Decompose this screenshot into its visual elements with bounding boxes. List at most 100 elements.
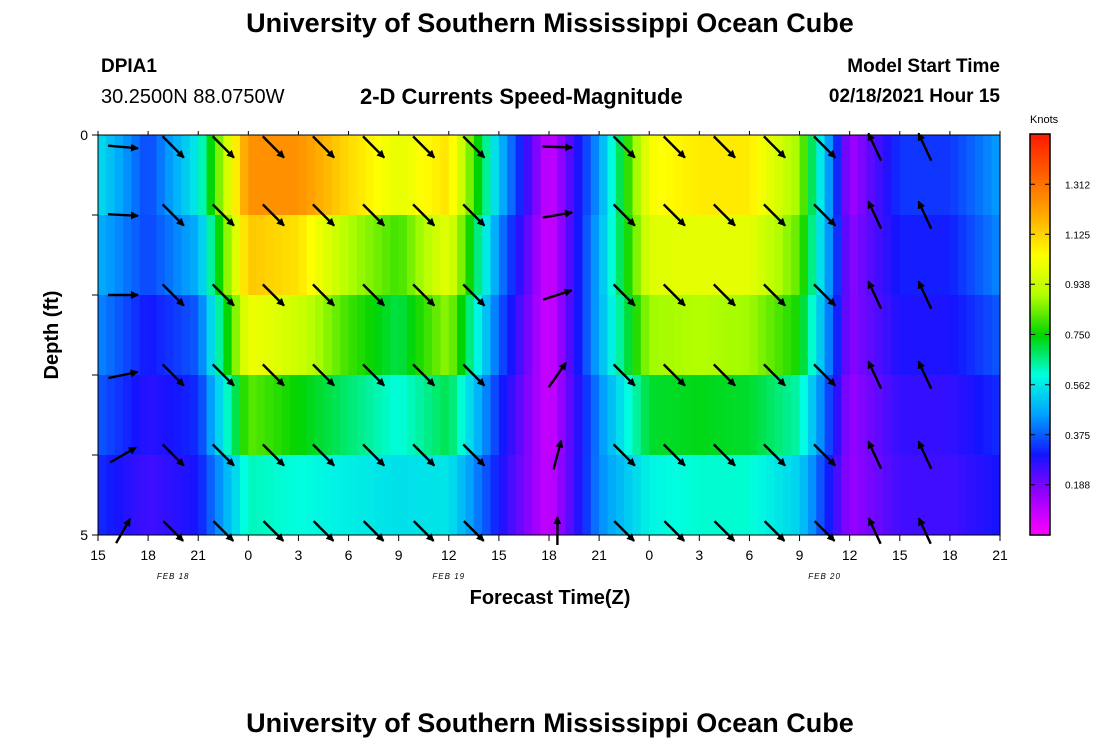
heatmap-cell bbox=[565, 295, 575, 376]
model-start-label: Model Start Time bbox=[847, 56, 1000, 77]
heatmap-cell bbox=[983, 135, 993, 216]
heatmap-cell bbox=[131, 455, 141, 536]
heatmap-cell bbox=[958, 135, 968, 216]
current-arrow bbox=[108, 211, 139, 220]
colorbar-swatch bbox=[1030, 489, 1050, 493]
current-arrow bbox=[462, 443, 486, 467]
heatmap-cell bbox=[440, 455, 450, 536]
heatmap-cell bbox=[114, 455, 124, 536]
current-arrow bbox=[612, 135, 636, 159]
heatmap-cell bbox=[315, 295, 325, 376]
heatmap-cell bbox=[365, 455, 375, 536]
heatmap-cell bbox=[565, 455, 575, 536]
current-arrow bbox=[763, 363, 786, 387]
colorbar-swatch bbox=[1030, 241, 1050, 245]
heatmap-cell bbox=[323, 215, 333, 296]
heatmap-cell bbox=[206, 135, 216, 216]
colorbar-swatch bbox=[1030, 429, 1050, 433]
current-arrow bbox=[763, 203, 786, 227]
heatmap-cell bbox=[983, 375, 993, 456]
colorbar-swatch bbox=[1030, 314, 1050, 318]
heatmap-cell bbox=[273, 135, 283, 216]
heatmap-cell bbox=[649, 135, 659, 216]
colorbar-swatch bbox=[1030, 299, 1050, 303]
current-arrow bbox=[712, 283, 736, 307]
heatmap-cell bbox=[807, 375, 817, 456]
current-arrow bbox=[917, 517, 932, 545]
current-arrow bbox=[813, 443, 837, 467]
current-arrow bbox=[763, 283, 786, 307]
current-arrow bbox=[108, 369, 139, 380]
heatmap-cell bbox=[139, 455, 149, 536]
colorbar-swatch bbox=[1030, 502, 1050, 506]
heatmap-cell bbox=[916, 215, 926, 296]
heatmap-cell bbox=[933, 295, 943, 376]
heatmap-cell bbox=[540, 135, 550, 216]
current-arrow bbox=[412, 135, 436, 159]
heatmap-cell bbox=[457, 135, 467, 216]
current-arrow bbox=[362, 363, 386, 387]
heatmap-cell bbox=[290, 295, 300, 376]
heatmap-cell bbox=[248, 135, 258, 216]
colorbar-swatch bbox=[1030, 251, 1050, 255]
heatmap-cell bbox=[373, 455, 383, 536]
heatmap-cell bbox=[106, 135, 116, 216]
colorbar-swatch bbox=[1030, 524, 1050, 529]
heatmap-cell bbox=[574, 295, 584, 376]
heatmap-cell bbox=[699, 455, 709, 536]
colorbar-swatch bbox=[1030, 239, 1050, 243]
heatmap-cell bbox=[707, 295, 717, 376]
colorbar-swatch bbox=[1030, 424, 1050, 428]
current-arrow bbox=[612, 443, 636, 467]
heatmap-cell bbox=[983, 215, 993, 296]
heatmap-cell bbox=[732, 135, 742, 216]
current-arrow bbox=[712, 363, 736, 387]
heatmap-cell bbox=[624, 135, 634, 216]
colorbar-swatch bbox=[1030, 301, 1050, 306]
heatmap-cell bbox=[407, 135, 416, 216]
heatmap-cell bbox=[883, 295, 893, 376]
heatmap-cell bbox=[523, 455, 533, 536]
heatmap-cell bbox=[440, 215, 450, 296]
heatmap-cell bbox=[665, 295, 675, 376]
colorbar-swatch bbox=[1030, 214, 1050, 218]
colorbar-swatch bbox=[1030, 291, 1050, 295]
footer-title: University of Southern Mississippi Ocean… bbox=[246, 708, 854, 738]
current-arrow bbox=[261, 363, 285, 387]
colorbar-swatch bbox=[1030, 234, 1050, 238]
colorbar: 0.188 0.375 0.562 0.750 0.938 1.125 1.312 bbox=[1029, 133, 1090, 536]
heatmap-cell bbox=[256, 215, 266, 296]
heatmap-cell bbox=[724, 295, 734, 376]
heatmap-cell bbox=[674, 375, 684, 456]
heatmap-cell bbox=[432, 375, 442, 456]
colorbar-swatch bbox=[1030, 276, 1050, 280]
heatmap-cell bbox=[465, 375, 475, 456]
heatmap-cell bbox=[649, 215, 659, 296]
current-arrow bbox=[813, 363, 837, 387]
heatmap-cell bbox=[473, 455, 483, 536]
heatmap-cell bbox=[114, 215, 124, 296]
heatmap-cell bbox=[181, 455, 191, 536]
x-tick-label: 21 bbox=[591, 547, 607, 563]
heatmap-cell bbox=[766, 215, 776, 296]
heatmap-cell bbox=[841, 455, 851, 536]
heatmap-cell bbox=[582, 135, 592, 216]
heatmap-cell bbox=[532, 215, 542, 296]
heatmap-cell bbox=[849, 455, 859, 536]
heatmap-cell bbox=[607, 135, 617, 216]
heatmap-cell bbox=[356, 215, 366, 296]
heatmap-cell bbox=[549, 375, 558, 456]
heatmap-cell bbox=[782, 375, 792, 456]
heatmap-cell bbox=[716, 295, 725, 376]
current-arrow bbox=[612, 203, 636, 227]
heatmap-cell bbox=[423, 215, 433, 296]
current-arrow bbox=[662, 203, 686, 227]
current-arrow bbox=[211, 135, 235, 159]
x-tick-label: 6 bbox=[746, 547, 754, 563]
heatmap-cell bbox=[398, 135, 408, 216]
heatmap-cell bbox=[281, 375, 291, 456]
colorbar-swatch bbox=[1030, 279, 1050, 283]
colorbar-swatch bbox=[1030, 206, 1050, 210]
x-tick-label: 15 bbox=[491, 547, 507, 563]
current-arrow bbox=[162, 520, 184, 542]
